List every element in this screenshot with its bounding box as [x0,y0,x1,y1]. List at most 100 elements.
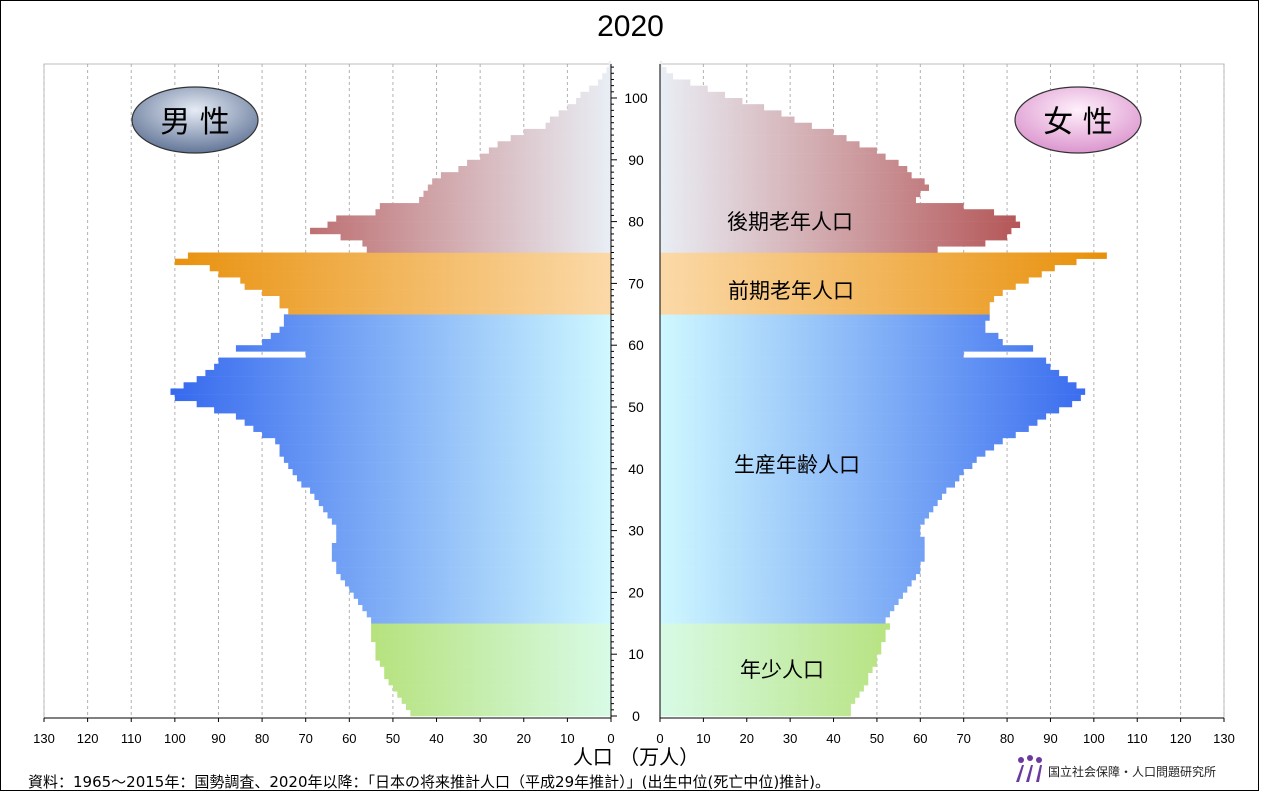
female-bar [660,153,886,161]
male-x-tick-label: 130 [33,731,55,746]
male-oval [131,86,259,154]
female-x-tick-label: 100 [1083,731,1105,746]
male-bar [292,468,611,476]
age-group-label: 生産年齢人口 [734,453,860,477]
female-bar [660,549,925,556]
male-bar [218,357,611,364]
female-bar [660,159,899,167]
female-bar [660,283,1016,290]
female-bar [660,271,1042,278]
male-bar [235,345,611,352]
male-bar [336,215,611,222]
male-bar [467,159,611,167]
female-bar [660,135,847,142]
female-bar [660,561,921,568]
female-bar [660,610,890,618]
male-bar [327,221,611,229]
male-bar [279,326,611,334]
female-bar [660,91,726,99]
female-bar [660,419,1038,426]
male-bar [388,678,611,686]
female-bar [660,518,925,525]
male-bar [218,271,611,278]
female-x-tick-label: 80 [1000,731,1014,746]
male-bar [371,623,611,630]
male-bar [458,165,611,173]
male-x-tick-label: 70 [298,731,312,746]
male-bar [205,369,611,377]
female-bar [660,474,960,482]
female-oval [1014,86,1142,154]
female-bar [660,512,929,519]
female-bar [660,128,834,136]
male-bar [235,413,611,420]
female-x-tick-label: 50 [870,731,884,746]
female-bar [660,85,708,93]
female-bar [660,184,929,191]
female-bar [660,437,1003,445]
female-x-tick-label: 90 [1043,731,1057,746]
female-bar [660,79,691,86]
male-bar [310,487,611,494]
female-bar [660,73,674,80]
female-bar [660,221,1021,229]
female-bar [660,648,882,655]
female-bar [660,660,877,667]
male-bar [336,567,611,575]
female-bar [660,246,938,253]
male-bar [244,283,611,290]
male-x-tick-label: 40 [429,731,443,746]
female-bar [660,499,938,507]
male-bar [349,586,611,593]
female-bar [660,357,1047,364]
male-bar [305,351,611,358]
male-bar [336,524,611,531]
male-bar [279,444,611,451]
male-x-tick-label: 50 [386,731,400,746]
male-x-tick-label: 120 [77,731,99,746]
female-bar [660,320,986,327]
female-bar [660,666,873,673]
male-bar [602,73,611,80]
female-bar [660,110,782,117]
age-tick-label: 80 [628,214,644,230]
age-tick-label: 70 [628,275,644,291]
male-bar [488,147,611,154]
female-x-tick-label: 110 [1127,731,1148,746]
female-bar [660,258,1077,266]
male-bar [283,456,611,463]
male-bar [262,431,611,439]
female-x-tick-label: 130 [1213,731,1235,746]
male-bar [318,499,611,507]
male-bar [296,474,611,482]
female-bar [660,592,903,599]
male-bar [336,561,611,568]
female-bar [660,678,869,686]
male-bar [196,400,611,408]
male-bar [244,419,611,426]
male-bar [327,512,611,519]
female-bar [660,301,990,309]
female-x-tick-label: 60 [913,731,927,746]
age-tick-label: 60 [628,337,644,353]
male-bar [589,85,611,93]
male-bar [379,660,611,667]
male-bar [336,530,611,538]
male-bar [253,425,611,432]
female-bar [660,147,877,154]
male-bar [397,691,611,698]
male-x-tick-label: 20 [517,731,531,746]
male-bar [406,703,611,711]
female-bar [660,604,895,612]
female-bar [660,530,921,538]
female-bar [660,493,942,500]
female-bar [660,141,860,148]
male-bar [314,493,611,500]
age-tick-label: 100 [624,90,648,106]
age-tick-label: 10 [628,646,644,662]
male-bar [301,481,611,488]
female-bar [660,400,1073,408]
female-bar [660,332,999,340]
female-bar [660,339,1003,346]
female-bar [660,444,995,451]
